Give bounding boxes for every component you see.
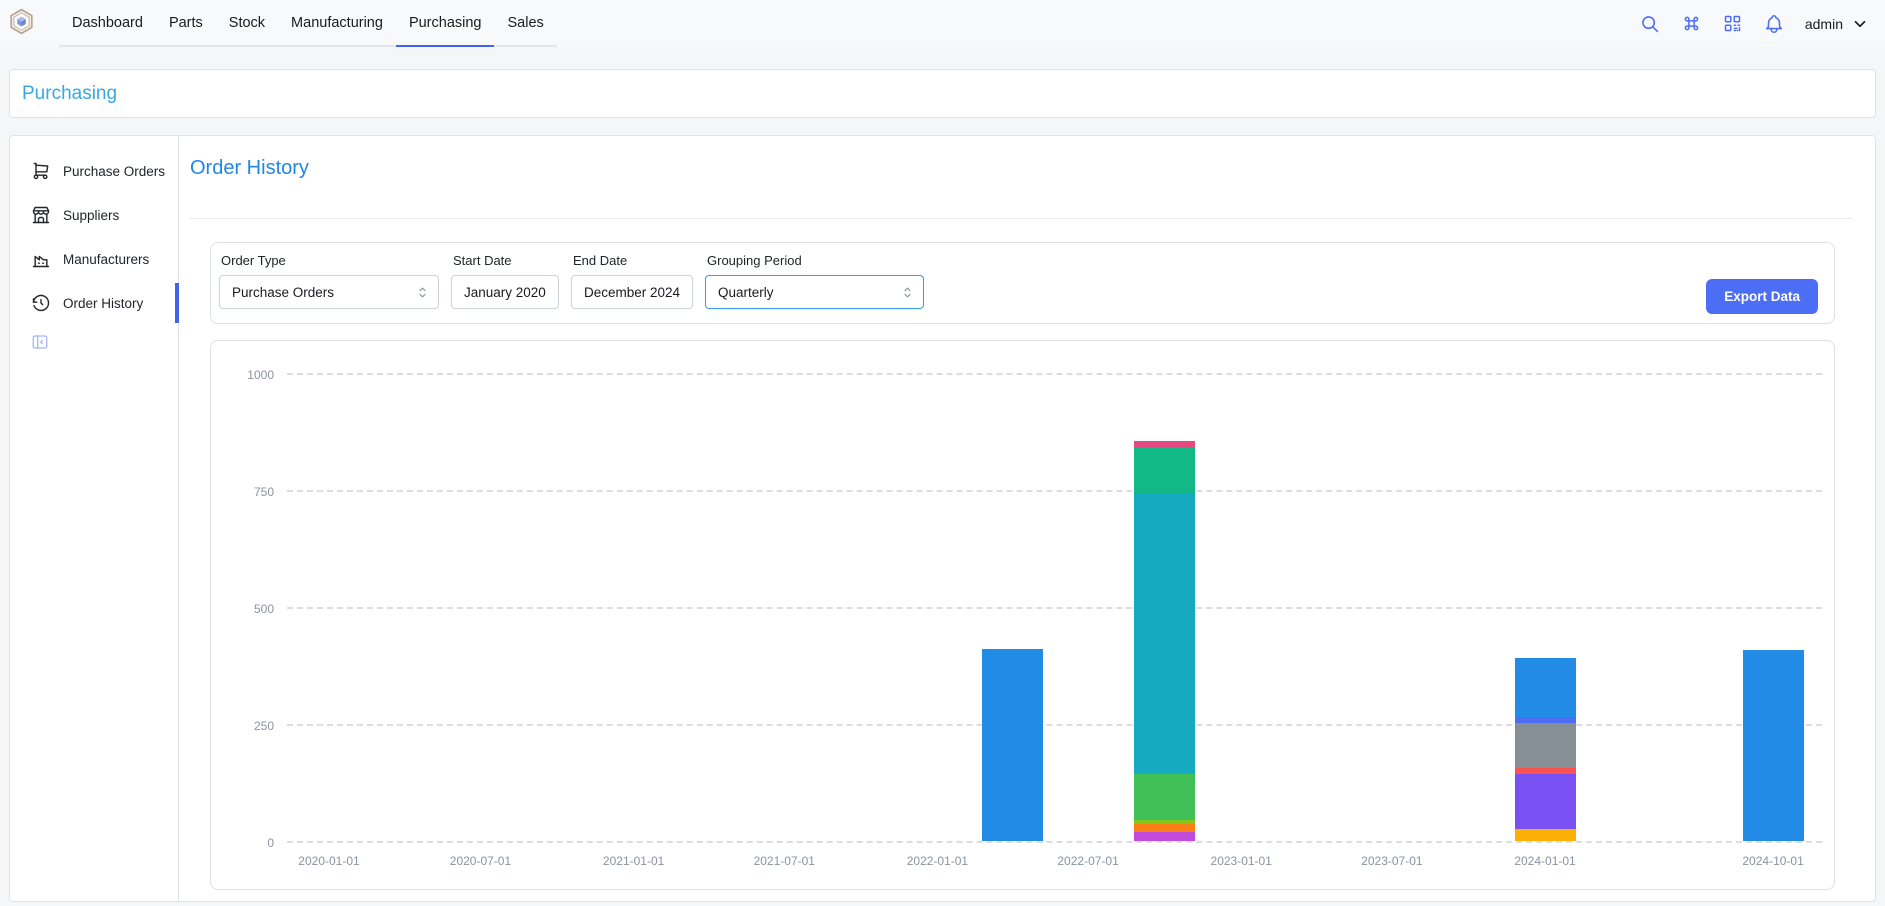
x-axis-tick-label: 2024-10-01	[1742, 854, 1804, 868]
chevron-down-icon	[1851, 15, 1869, 33]
selector-icon	[415, 285, 430, 300]
main-nav-tabs: Dashboard Parts Stock Manufacturing Purchasi…	[59, 0, 557, 47]
grouping-period-value: Quarterly	[718, 284, 774, 300]
navbar-spacer	[557, 0, 1639, 47]
history-icon	[31, 293, 51, 313]
breadcrumb: Purchasing	[9, 69, 1876, 118]
bar-segment-yellow	[1514, 828, 1576, 841]
bar-segment-lime	[1134, 819, 1196, 825]
tab-purchasing[interactable]: Purchasing	[395, 0, 495, 47]
user-menu[interactable]: admin	[1805, 15, 1869, 33]
bar-segment-blue	[1514, 657, 1576, 717]
navbar: Dashboard Parts Stock Manufacturing Purchasi…	[0, 0, 1885, 47]
sidebar-item-order-history[interactable]: Order History	[10, 281, 179, 325]
grouping-period-label: Grouping Period	[707, 253, 802, 268]
x-axis-tick-label: 2023-07-01	[1361, 854, 1423, 868]
active-indicator	[175, 283, 179, 323]
x-axis-tick-label: 2020-01-01	[298, 854, 360, 868]
x-axis-tick-label: 2023-01-01	[1210, 854, 1272, 868]
bar-segment-blue	[1742, 650, 1804, 841]
tab-sales[interactable]: Sales	[494, 0, 556, 45]
sidebar-item-label: Order History	[63, 295, 144, 311]
gridline-250	[287, 724, 1822, 726]
order-history-chart: 0 250 500 750 1000 2020-01-01 2020-07-01 2021-0…	[210, 340, 1835, 890]
end-date-label: End Date	[573, 253, 628, 268]
factory-icon	[31, 249, 51, 269]
navbar-actions: admin	[1639, 0, 1885, 47]
start-date-label: Start Date	[453, 253, 512, 268]
bar-segment-cyan	[1134, 492, 1196, 775]
tab-parts[interactable]: Parts	[156, 0, 216, 45]
y-axis-tick-label: 1000	[247, 368, 274, 382]
y-axis-tick-label: 750	[253, 485, 274, 499]
y-axis-tick-label: 250	[253, 719, 274, 733]
bar-segment-pink	[1134, 440, 1196, 447]
end-date-field: End Date	[571, 253, 693, 323]
tab-dashboard[interactable]: Dashboard	[59, 0, 156, 45]
sidebar-item-suppliers[interactable]: Suppliers	[10, 193, 178, 237]
sidebar-collapse-icon[interactable]	[31, 333, 49, 351]
bar-segment-grape	[1134, 832, 1196, 841]
bar-2024-01-01[interactable]	[1514, 657, 1576, 841]
breadcrumb-link-purchasing[interactable]: Purchasing	[22, 82, 118, 104]
gridline-500	[287, 607, 1822, 609]
bar-2024-10-01[interactable]	[1742, 650, 1804, 841]
export-data-button[interactable]: Export Data	[1706, 279, 1818, 314]
search-icon[interactable]	[1639, 13, 1661, 35]
x-axis-tick-label: 2021-01-01	[602, 854, 665, 868]
x-axis-tick-label: 2022-07-01	[1057, 854, 1119, 868]
inventree-logo-icon	[8, 8, 35, 40]
cart-icon	[31, 161, 51, 181]
selector-icon	[900, 285, 915, 300]
sidebar-item-label: Suppliers	[63, 207, 120, 223]
store-icon	[31, 205, 51, 225]
content-area: Order History Order Type Purchase Orders…	[179, 136, 1875, 901]
username: admin	[1804, 15, 1843, 32]
sidebar-item-manufacturers[interactable]: Manufacturers	[10, 237, 178, 281]
bar-segment-teal	[1134, 446, 1196, 493]
order-type-select[interactable]: Purchase Orders	[219, 275, 439, 309]
bar-segment-red	[1514, 767, 1576, 774]
x-axis-tick-label: 2022-01-01	[906, 854, 969, 868]
sidebar-item-label: Purchase Orders	[63, 163, 166, 179]
bell-icon[interactable]	[1763, 13, 1785, 35]
sidebar-item-label: Manufacturers	[63, 251, 150, 267]
command-icon[interactable]	[1681, 13, 1702, 34]
start-date-field: Start Date	[451, 253, 559, 323]
tab-manufacturing[interactable]: Manufacturing	[278, 0, 396, 45]
order-type-field: Order Type Purchase Orders	[219, 253, 439, 323]
sidebar-item-purchase-orders[interactable]: Purchase Orders	[10, 149, 178, 193]
main-panel: Purchase Orders Suppliers Manufacturers Ord…	[9, 135, 1876, 902]
bar-segment-violet	[1514, 773, 1576, 829]
bar-segment-green	[1134, 774, 1196, 820]
bar-segment-gray	[1514, 722, 1576, 768]
gridline-1000	[287, 373, 1822, 375]
grouping-period-field: Grouping Period Quarterly	[705, 253, 924, 323]
bar-2022-10-01[interactable]	[1134, 440, 1196, 841]
page-title: Order History	[190, 157, 309, 179]
sidebar: Purchase Orders Suppliers Manufacturers Ord…	[10, 136, 179, 901]
bar-2022-04-01[interactable]	[981, 649, 1043, 841]
gridline-750	[287, 490, 1822, 492]
start-date-input[interactable]	[451, 275, 559, 309]
filter-panel: Order Type Purchase Orders Start Date	[210, 242, 1835, 324]
qrcode-icon[interactable]	[1722, 13, 1743, 34]
order-type-label: Order Type	[221, 253, 286, 268]
end-date-input[interactable]	[571, 275, 693, 309]
bar-segment-indigo	[1514, 716, 1576, 723]
app-logo[interactable]	[8, 0, 35, 47]
y-axis-tick-label: 500	[253, 602, 274, 616]
tab-stock[interactable]: Stock	[216, 0, 278, 45]
title-divider	[190, 218, 1852, 219]
grouping-period-select[interactable]: Quarterly	[705, 275, 924, 309]
x-axis-tick-label: 2024-01-01	[1514, 854, 1576, 868]
x-axis-tick-label: 2021-07-01	[753, 854, 815, 868]
x-axis-tick-label: 2020-07-01	[449, 854, 512, 868]
y-axis-tick-label: 0	[267, 836, 274, 850]
bar-segment-blue	[981, 649, 1043, 841]
order-type-value: Purchase Orders	[232, 284, 335, 300]
bar-segment-orange	[1134, 824, 1196, 833]
gridline-0	[287, 841, 1822, 843]
